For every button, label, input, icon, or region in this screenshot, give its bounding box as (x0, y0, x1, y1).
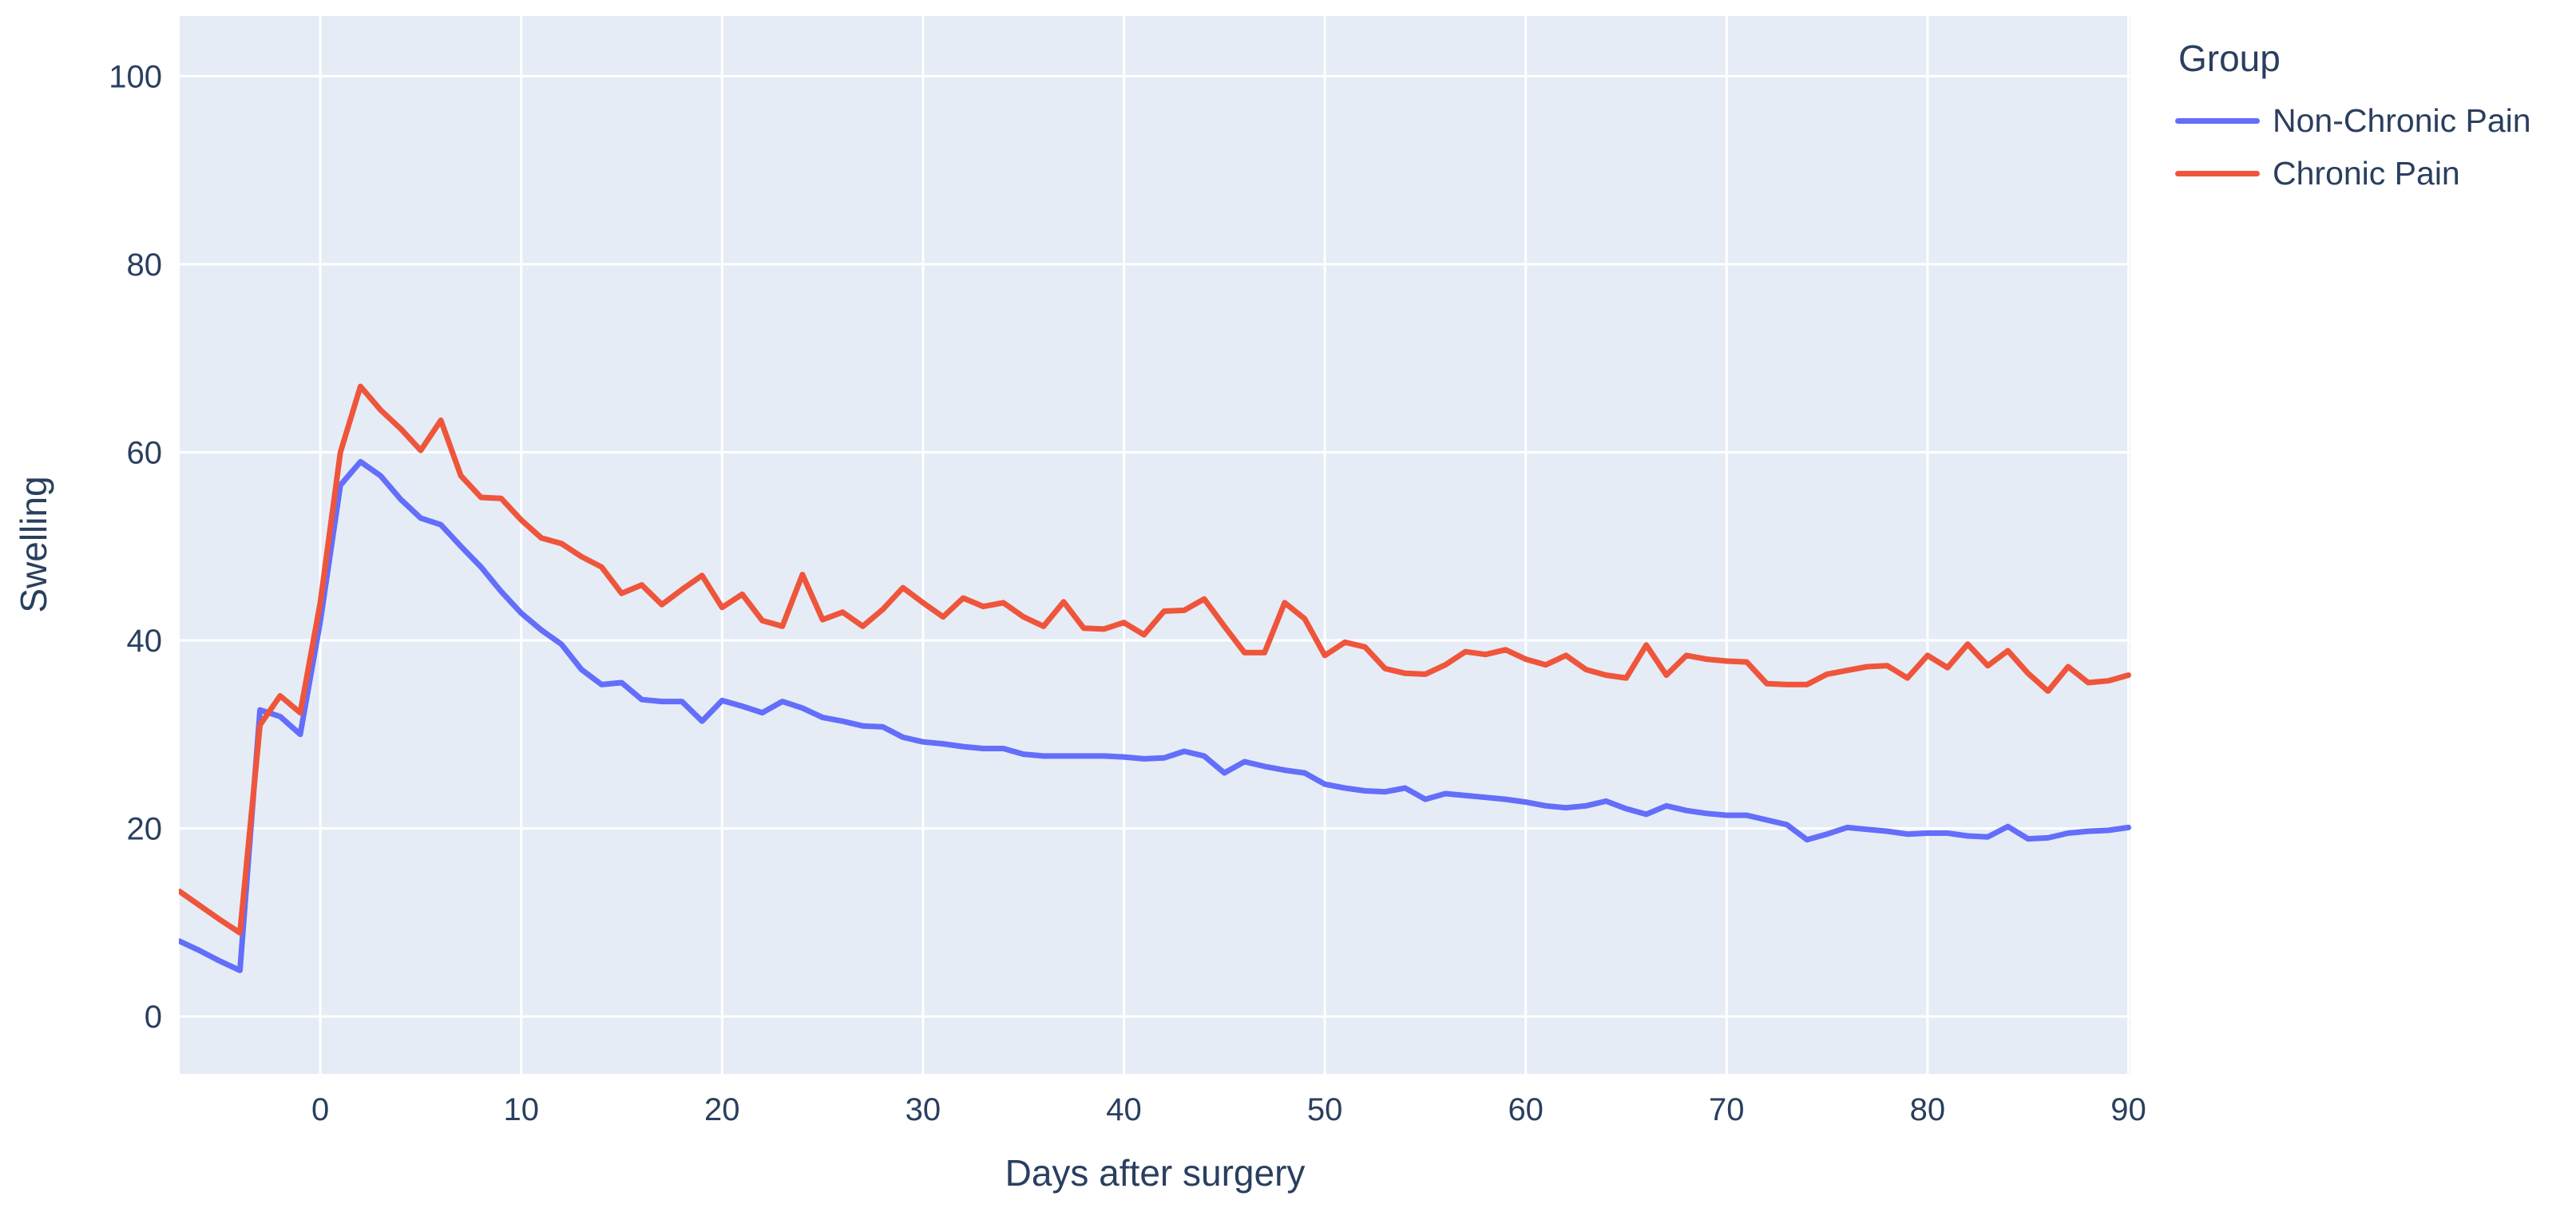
legend-item-chronic-pain[interactable]: Chronic Pain (2175, 147, 2574, 200)
y-tick-label: 80 (127, 248, 163, 283)
y-tick-label: 100 (109, 59, 162, 94)
series-line-non-chronic-pain[interactable] (179, 458, 2131, 973)
legend-line-swatch-icon (2175, 170, 2260, 176)
series-line-chronic-pain[interactable] (179, 383, 2131, 936)
x-tick-label: 60 (1508, 1092, 1544, 1127)
legend-item-label: Chronic Pain (2273, 154, 2460, 192)
y-axis-title: Swelling (13, 476, 54, 613)
y-tick-label: 20 (127, 812, 163, 847)
x-tick-label: 90 (2110, 1092, 2146, 1127)
legend: Group Non-Chronic Pain Chronic Pain (2175, 37, 2574, 200)
legend-item-non-chronic-pain[interactable]: Non-Chronic Pain (2175, 94, 2574, 147)
plot-background (180, 16, 2130, 1074)
x-axis-title: Days after surgery (1005, 1152, 1306, 1194)
x-tick-label: 80 (1910, 1092, 1946, 1127)
y-tick-label: 0 (145, 1000, 162, 1035)
y-tick-label: 60 (127, 435, 163, 470)
y-tick-label: 40 (127, 624, 163, 659)
legend-title: Group (2178, 38, 2281, 79)
x-tick-label: 40 (1106, 1092, 1142, 1127)
x-tick-label: 30 (906, 1092, 941, 1127)
legend-item-label: Non-Chronic Pain (2273, 101, 2531, 139)
x-tick-label: 70 (1709, 1092, 1745, 1127)
x-tick-label: 0 (311, 1092, 329, 1127)
x-tick-label: 20 (704, 1092, 740, 1127)
x-tick-label: 10 (503, 1092, 539, 1127)
legend-line-swatch-icon (2175, 117, 2260, 124)
x-tick-label: 50 (1307, 1092, 1343, 1127)
